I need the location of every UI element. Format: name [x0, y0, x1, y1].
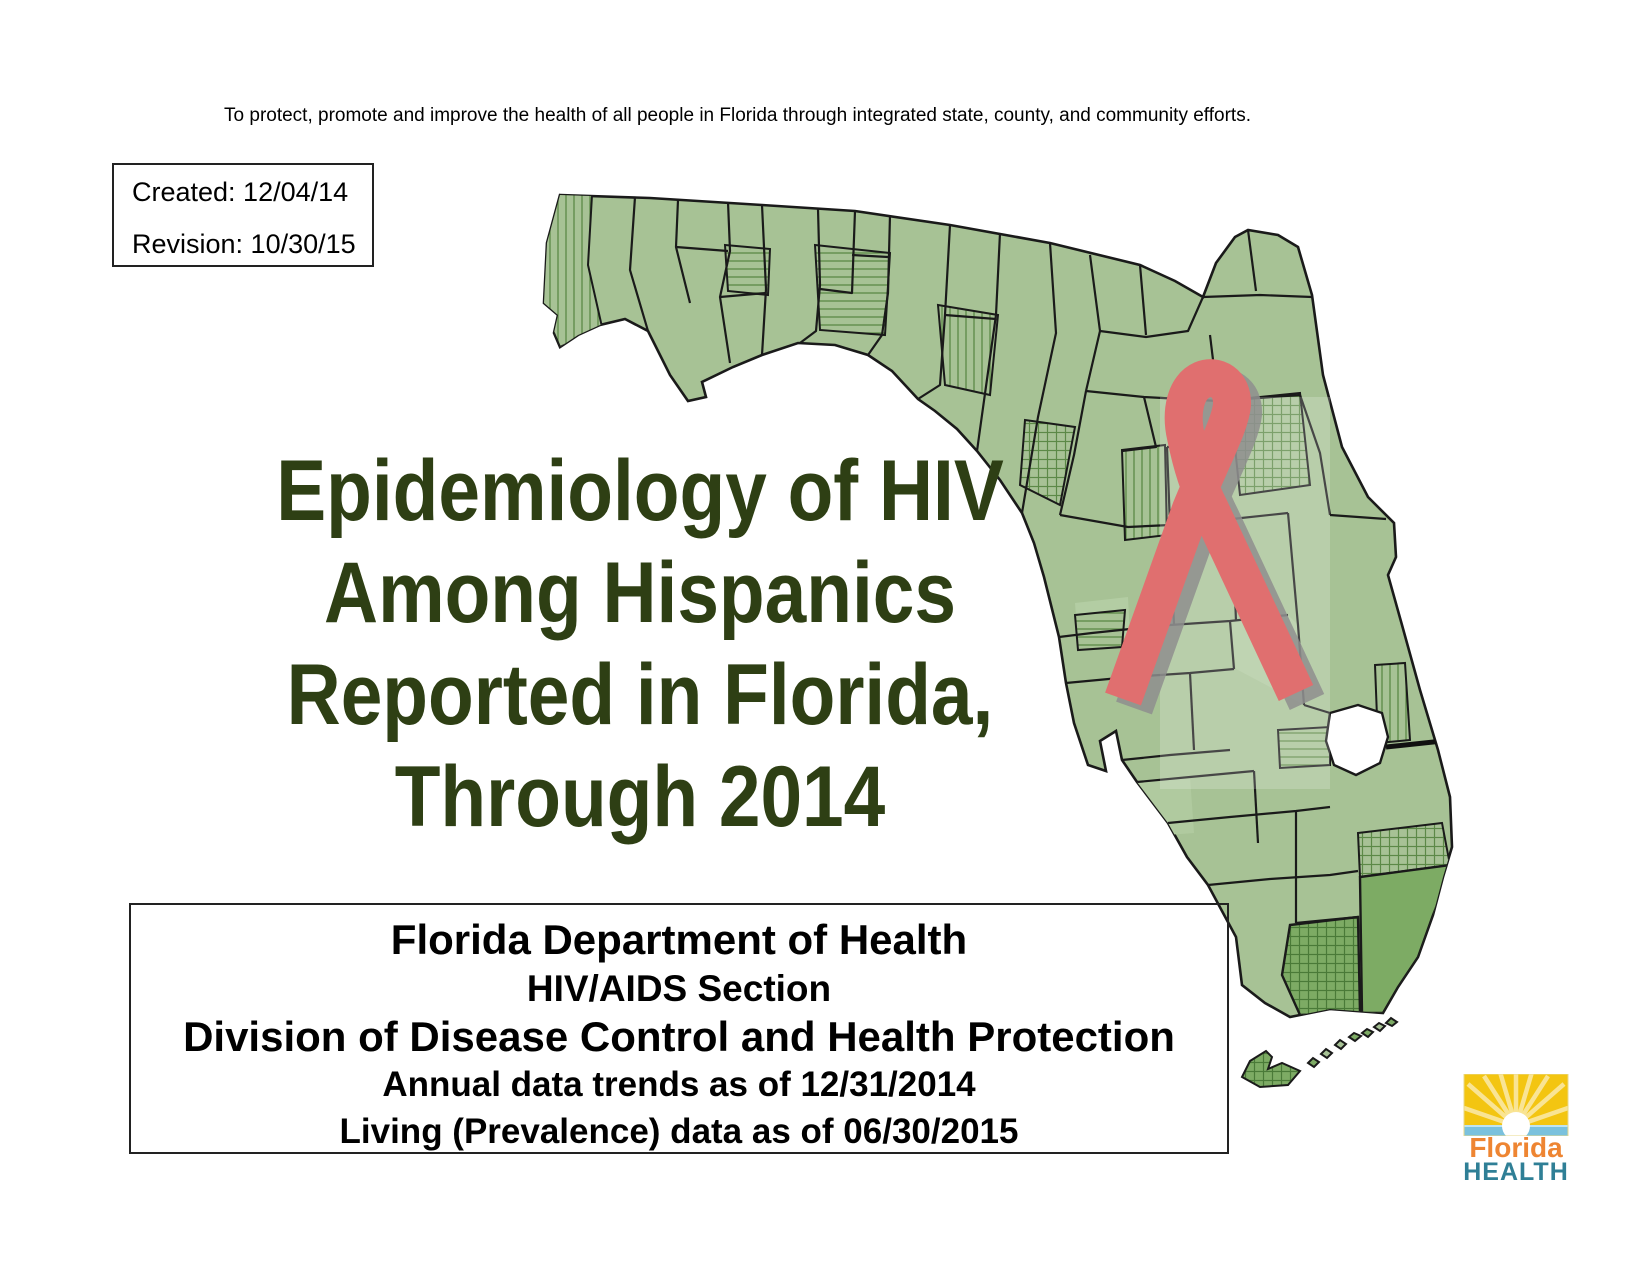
logo-florida-text: Florida — [1469, 1132, 1563, 1163]
revision-date: Revision: 10/30/15 — [132, 229, 356, 259]
lake-okeechobee — [1324, 703, 1390, 777]
sunshine-icon — [1463, 1070, 1569, 1140]
division-name: Division of Disease Control and Health P… — [183, 1013, 1175, 1060]
slide-title: Epidemiology of HIV Among Hispanics Repo… — [140, 440, 1140, 848]
florida-health-logo: Florida HEALTH — [1460, 1070, 1572, 1186]
section-name: HIV/AIDS Section — [526, 968, 832, 1009]
department-info-box: Florida Department of Health HIV/AIDS Se… — [129, 903, 1229, 1154]
department-name: Florida Department of Health — [390, 916, 968, 963]
slide-title-line-4: Through 2014 — [394, 749, 886, 845]
logo-health-text: HEALTH — [1463, 1158, 1569, 1186]
red-awareness-ribbon — [1105, 359, 1314, 706]
florida-map-svg — [542, 193, 1454, 1089]
version-box: Created: 12/04/14 Revision: 10/30/15 — [112, 163, 374, 267]
created-date: Created: 12/04/14 — [132, 177, 349, 207]
slide-title-line-3: Reported in Florida, — [286, 647, 994, 743]
county-borders — [628, 196, 1387, 925]
annual-data-note: Annual data trends as of 12/31/2014 — [382, 1065, 976, 1104]
prevalence-data-note: Living (Prevalence) data as of 06/30/201… — [339, 1112, 1019, 1151]
mission-tagline: To protect, promote and improve the heal… — [224, 105, 1251, 126]
slide-title-line-1: Epidemiology of HIV — [276, 443, 1004, 539]
slide-title-line-2: Among Hispanics — [324, 545, 956, 641]
florida-county-map — [530, 185, 1480, 1105]
florida-keys — [1240, 1016, 1399, 1089]
